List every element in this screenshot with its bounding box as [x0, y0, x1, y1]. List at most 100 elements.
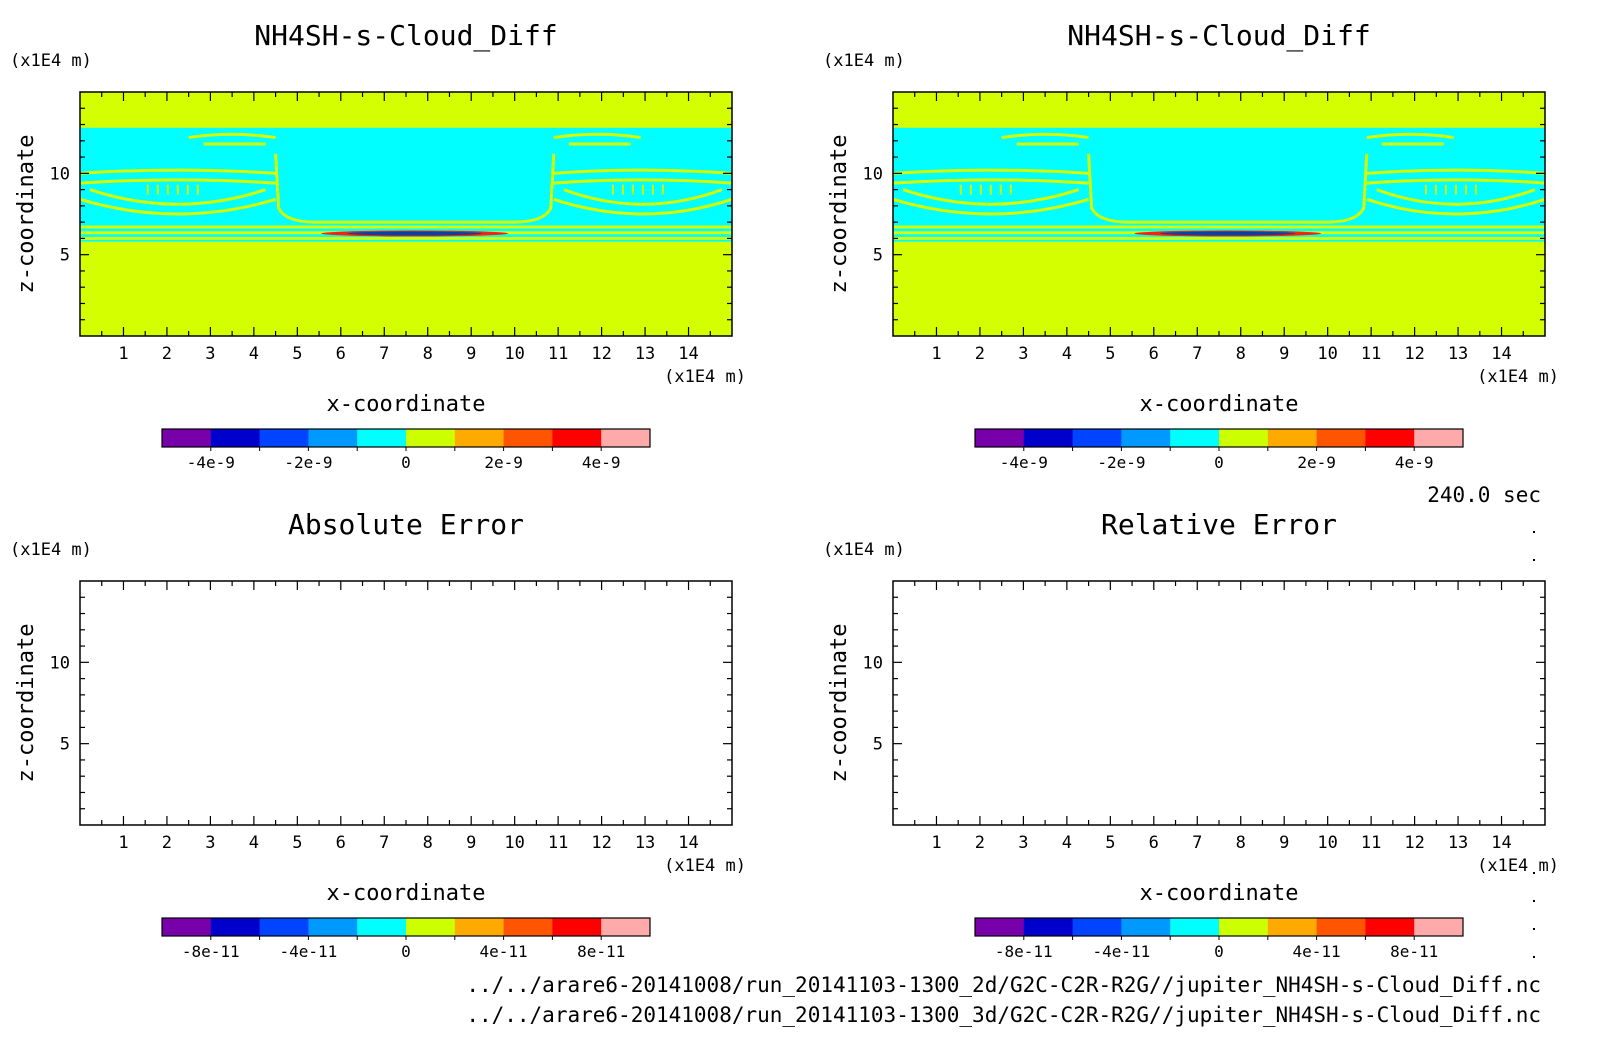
colorbar-segment [552, 429, 602, 447]
colorbar-segment [454, 918, 505, 936]
contour-side-1-1 [892, 168, 1089, 175]
y-tick-label: 10 [50, 164, 70, 184]
x-unit-label: (x1E4 m) [664, 856, 746, 876]
x-unit-label: (x1E4 m) [1477, 367, 1559, 387]
contour-side-1-2 [892, 178, 1089, 185]
colorbar-segment [1316, 429, 1366, 447]
colorbar-tick-label: 0 [401, 453, 411, 472]
x-tick-label: 9 [1279, 833, 1289, 853]
chart-panel-2: NH4SH-s-Cloud_Diff(x1E4 m)1 2 3 4 5 6 7 8 9 10 11 1… [823, 19, 1559, 472]
contour-side-1-4 [892, 197, 1090, 216]
contour-side-2-2 [553, 178, 733, 185]
y-tick-label: 10 [863, 164, 883, 184]
y-tick-label: 5 [60, 246, 70, 266]
axis-ticks [893, 92, 1545, 336]
colorbar-tick-label: -4e-11 [1093, 942, 1151, 961]
x-tick-label: 10 [504, 344, 524, 364]
y-tick-label: 5 [873, 735, 883, 755]
x-tick-label: 7 [1192, 833, 1202, 853]
colorbar-segment [975, 429, 1025, 447]
colorbar-segment [1365, 918, 1415, 936]
y-tick-label: 10 [863, 653, 883, 673]
chart-panel-4: Relative Error(x1E4 m)1 2 3 4 5 6 7 8 9 10 11 12 13 1… [823, 508, 1559, 961]
colorbar-segment [308, 429, 358, 447]
colorbar-tick-label: -4e-9 [187, 453, 235, 472]
y-unit-label: (x1E4 m) [10, 540, 92, 560]
x-tick-label: 9 [466, 344, 476, 364]
x-tick-label: 13 [635, 833, 655, 853]
colorbar-segment [162, 918, 212, 936]
colorbar-segment [1121, 918, 1171, 936]
x-tick-label: 9 [466, 833, 476, 853]
x-tick-label: 14 [1491, 344, 1511, 364]
contour-central-trough [274, 153, 556, 224]
contour-side-2-2 [1366, 178, 1546, 185]
colorbar-segment [1414, 429, 1464, 447]
x-tick-label: 1 [931, 833, 941, 853]
colorbar-tick-label: 8e-11 [1390, 942, 1438, 961]
x-tick-label: 14 [678, 833, 698, 853]
colorbar-tick-label: 4e-9 [582, 453, 621, 472]
time-label: 240.0 sec [1427, 483, 1541, 507]
x-tick-label: 14 [1491, 833, 1511, 853]
x-tick-label: 2 [162, 833, 172, 853]
x-tick-label: 10 [1317, 344, 1337, 364]
core [1160, 231, 1296, 236]
x-tick-label: 13 [635, 344, 655, 364]
chart-title: Relative Error [1101, 508, 1337, 541]
field-plot [79, 92, 733, 336]
chart-title: NH4SH-s-Cloud_Diff [1067, 19, 1370, 53]
colorbar-segment [259, 429, 309, 447]
colorbar-segment [1170, 918, 1220, 936]
file-path-3d: ../../arare6-20141008/run_20141103-1300_… [466, 1003, 1541, 1027]
contour-side-1-3 [902, 188, 1080, 206]
colorbar: -4e-9 -2e-9 0 2e-9 4e-9 [161, 428, 651, 472]
colorbar-segment [601, 429, 651, 447]
colorbar-tick-label: 2e-9 [1297, 453, 1336, 472]
colorbar-segment [1023, 918, 1074, 936]
x-tick-label: 12 [591, 344, 611, 364]
x-axis-label: x-coordinate [327, 881, 486, 906]
x-tick-label: 2 [975, 833, 985, 853]
x-axis-label: x-coordinate [327, 392, 486, 417]
x-tick-label: 7 [379, 344, 389, 364]
colorbar-segment [1121, 429, 1171, 447]
x-tick-label: 8 [1236, 344, 1246, 364]
colorbar: -8e-11 -4e-11 0 4e-11 8e-11 [974, 917, 1464, 961]
contour-central-trough [1087, 153, 1369, 224]
contour-side-2-4 [1366, 197, 1546, 216]
contour-plume-top-1 [188, 132, 276, 146]
x-tick-label: 14 [678, 344, 698, 364]
y-axis-label: z-coordinate [827, 624, 852, 783]
colorbar-segment [308, 918, 358, 936]
colorbar-segment [259, 918, 309, 936]
colorbar-segment [1414, 918, 1464, 936]
x-tick-label: 2 [975, 344, 985, 364]
contour-side-2-3 [563, 188, 723, 206]
colorbar-segment [601, 918, 651, 936]
contour-plume-top-1 [1001, 132, 1089, 146]
x-tick-label: 11 [1361, 833, 1381, 853]
x-tick-label: 8 [423, 344, 433, 364]
colorbar-segment [1316, 918, 1366, 936]
colorbar-segment [1219, 918, 1269, 936]
colorbar-tick-label: -2e-9 [1097, 453, 1145, 472]
y-axis-label: z-coordinate [14, 135, 39, 294]
contour-plume-top-2 [1366, 132, 1454, 146]
colorbar-segment [357, 429, 407, 447]
x-tick-label: 11 [548, 833, 568, 853]
x-tick-label: 5 [292, 833, 302, 853]
y-unit-label: (x1E4 m) [10, 51, 92, 71]
colorbar-tick-label: 4e-11 [1293, 942, 1341, 961]
colorbar-tick-label: -4e-11 [280, 942, 338, 961]
x-tick-label: 10 [504, 833, 524, 853]
x-tick-label: 4 [1062, 344, 1072, 364]
x-tick-label: 6 [336, 833, 346, 853]
x-tick-label: 7 [1192, 344, 1202, 364]
x-tick-label: 7 [379, 833, 389, 853]
x-tick-label: 6 [1149, 344, 1159, 364]
plot-frame [892, 580, 1546, 826]
colorbar-segment [503, 429, 553, 447]
x-tick-label: 8 [423, 833, 433, 853]
